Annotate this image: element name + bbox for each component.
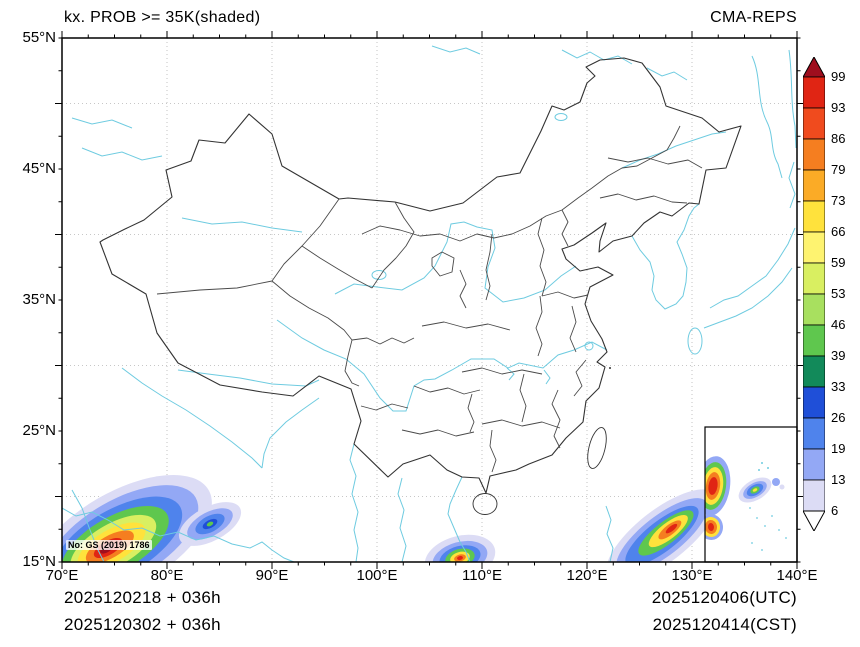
x-axis-label: 130°E [671, 567, 713, 584]
y-axis-label: 35°N [22, 291, 56, 308]
map-license-number: No: GS (2019) 1786 [66, 540, 152, 550]
x-axis-label: 120°E [566, 567, 608, 584]
valid-time-cst: 2025120414(CST) [652, 615, 797, 634]
colorbar-band [803, 200, 825, 233]
y-axis-label: 45°N [22, 160, 56, 177]
colorbar-band [803, 448, 825, 481]
china-map-svg [55, 31, 804, 569]
colorbar-band [803, 417, 825, 450]
map-frame-border [61, 37, 798, 563]
colorbar-label: 13 [831, 472, 846, 487]
colorbar-label: 19 [831, 441, 846, 456]
colorbar-label: 99 [831, 69, 846, 84]
colorbar-label: 26 [831, 410, 846, 425]
colorbar-label: 39 [831, 348, 846, 363]
y-axis-label: 15°N [22, 553, 56, 570]
model-name: CMA-REPS [710, 9, 797, 26]
map-area [55, 31, 804, 569]
x-axis-label: 100°E [356, 567, 398, 584]
colorbar-label: 86 [831, 131, 846, 146]
colorbar-band [803, 138, 825, 171]
colorbar-band [803, 355, 825, 388]
colorbar-label: 73 [831, 193, 846, 208]
colorbar-label: 66 [831, 224, 846, 239]
x-axis-label: 140°E [776, 567, 818, 584]
colorbar-label: 79 [831, 162, 846, 177]
colorbar-label: 59 [831, 255, 846, 270]
colorbar-label: 46 [831, 317, 846, 332]
water-features [62, 45, 797, 562]
init-time-utc: 2025120218 + 036h [64, 588, 221, 607]
colorbar-label: 53 [831, 286, 846, 301]
colorbar [803, 57, 825, 531]
colorbar-label: 93 [831, 100, 846, 115]
colorbar-band [803, 262, 825, 295]
colorbar-band [803, 231, 825, 264]
colorbar-band [803, 107, 825, 140]
x-axis-label: 110°E [462, 567, 502, 584]
grid-lines [62, 38, 797, 562]
scs-inset [704, 426, 798, 563]
colorbar-band [803, 76, 825, 109]
country-province-borders [99, 57, 742, 515]
chart-title: kx. PROB >= 35K(shaded) [64, 9, 261, 26]
y-axis-label: 55°N [22, 29, 56, 46]
colorbar-band [803, 169, 825, 202]
colorbar-band [803, 324, 825, 357]
x-axis-label: 90°E [255, 567, 289, 584]
x-axis-label: 80°E [150, 567, 184, 584]
x-axis-label: 70°E [45, 567, 79, 584]
colorbar-label: 6 [831, 503, 839, 518]
y-axis-label: 25°N [22, 422, 56, 439]
colorbar-band [803, 293, 825, 326]
init-time-cst: 2025120302 + 036h [64, 615, 221, 634]
valid-time-utc: 2025120406(UTC) [651, 588, 797, 607]
colorbar-band [803, 386, 825, 419]
inset-island-dots [749, 462, 787, 551]
colorbar-band [803, 479, 825, 512]
colorbar-label: 33 [831, 379, 846, 394]
